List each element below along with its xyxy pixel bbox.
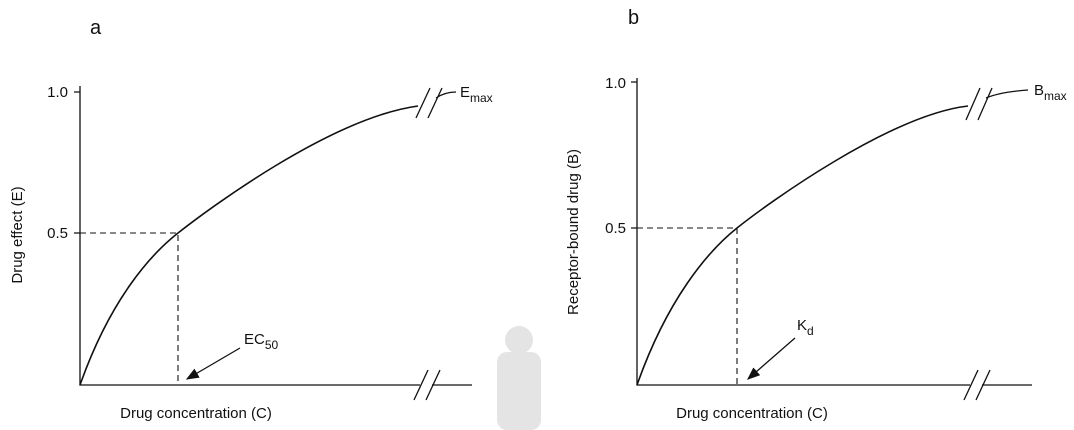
panel-b: b 1.0 0.5 Kd Bmax Receptor-bound drug (B… xyxy=(565,7,1067,422)
x-axis-label: Drug concentration (C) xyxy=(120,405,272,422)
watermark xyxy=(497,352,541,430)
curve xyxy=(637,106,968,385)
max-label: Bmax xyxy=(1034,82,1067,103)
panel-letter: b xyxy=(628,7,639,29)
guide-line xyxy=(637,228,737,385)
panel-letter: a xyxy=(90,17,102,39)
y-tick-label: 1.0 xyxy=(605,75,626,92)
x-axis-label: Drug concentration (C) xyxy=(676,405,828,422)
half-label: EC50 xyxy=(244,331,279,352)
curve-break xyxy=(966,88,1028,120)
axes xyxy=(637,78,1032,385)
y-tick-label: 1.0 xyxy=(47,84,68,101)
watermark xyxy=(505,326,533,354)
y-tick-label: 0.5 xyxy=(47,225,68,242)
tick xyxy=(74,92,80,233)
arrow xyxy=(748,338,795,379)
y-axis-label: Drug effect (E) xyxy=(9,186,26,283)
arrow xyxy=(187,348,240,379)
half-label: Kd xyxy=(797,317,814,338)
guide-line xyxy=(80,233,178,385)
max-label: Emax xyxy=(460,84,493,105)
tick xyxy=(631,82,637,228)
curve-break xyxy=(416,88,456,118)
figure: a 1.0 0.5 EC50 Emax Drug effect (E) Drug… xyxy=(0,0,1074,430)
panel-a: a 1.0 0.5 EC50 Emax Drug effect (E) Drug… xyxy=(9,17,493,422)
y-axis-label: Receptor-bound drug (B) xyxy=(565,149,582,315)
page: {"panels": [ {"letter": "a", "y_label": … xyxy=(0,0,1074,430)
y-tick-label: 0.5 xyxy=(605,220,626,237)
